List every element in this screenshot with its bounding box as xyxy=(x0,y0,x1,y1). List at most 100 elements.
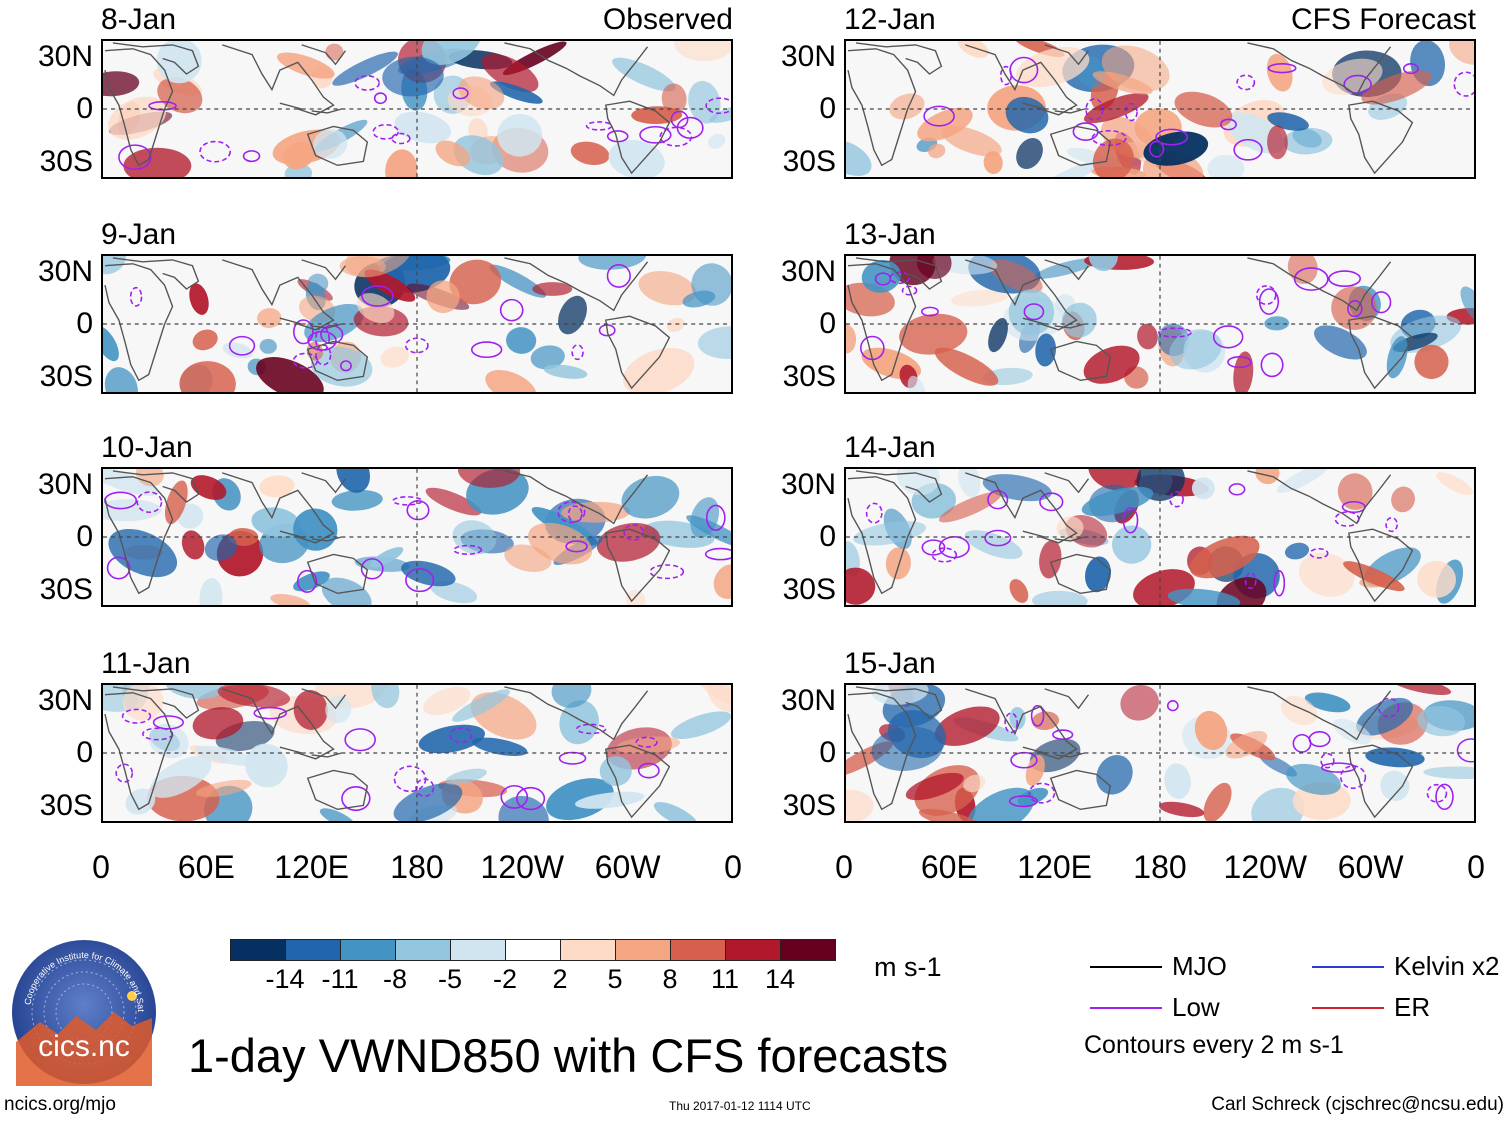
anomaly-blob xyxy=(179,361,236,392)
anomaly-blob xyxy=(697,326,731,359)
low-contour xyxy=(1385,516,1398,533)
anomaly-blob xyxy=(1417,705,1466,737)
anomaly-blob xyxy=(356,293,395,324)
anomaly-blob xyxy=(103,499,162,522)
legend-line-mjo xyxy=(1090,966,1162,968)
anomaly-blob xyxy=(104,367,138,392)
anomaly-blob xyxy=(1343,561,1405,592)
colorbar-label: 11 xyxy=(710,964,740,994)
low-contour xyxy=(1220,118,1237,131)
anomaly-blob xyxy=(853,521,926,546)
low-contour xyxy=(1255,285,1277,305)
anomaly-blob xyxy=(1391,486,1415,513)
anomaly-blob xyxy=(575,791,645,809)
longitude-tick-label: 0 xyxy=(92,849,110,885)
legend-line-low xyxy=(1090,1007,1162,1009)
anomaly-blob xyxy=(1233,351,1254,392)
low-contour xyxy=(1155,128,1189,146)
anomaly-blob xyxy=(425,487,482,516)
anomaly-blob xyxy=(1417,560,1456,598)
anomaly-blob xyxy=(983,151,1003,175)
map-svg xyxy=(846,256,1474,392)
anomaly-blob xyxy=(251,507,300,538)
low-contour xyxy=(670,110,689,129)
anomaly-field xyxy=(103,256,731,392)
anomaly-blob xyxy=(125,788,156,815)
low-contour xyxy=(1236,74,1256,91)
anomaly-blob xyxy=(380,346,409,368)
coastline xyxy=(605,744,671,819)
coastline xyxy=(306,553,369,595)
anomaly-blob xyxy=(1423,766,1474,779)
anomaly-blob xyxy=(612,57,676,92)
latitude-tick-label: 30N xyxy=(780,467,836,501)
low-contour xyxy=(637,762,660,779)
panel-date-label: 9-Jan xyxy=(101,218,177,251)
coastline xyxy=(279,102,342,114)
coastline xyxy=(112,257,200,290)
anomaly-blob xyxy=(401,560,456,587)
anomaly-blob xyxy=(195,745,256,766)
anomaly-blob xyxy=(707,133,726,149)
low-contour xyxy=(121,708,152,724)
anomaly-blob xyxy=(928,143,946,159)
anomaly-blob xyxy=(426,280,460,314)
low-contour xyxy=(315,326,330,352)
anomaly-blob xyxy=(371,685,400,709)
low-contour xyxy=(339,360,352,372)
low-contour xyxy=(1122,507,1139,534)
anomaly-blob xyxy=(934,706,1000,746)
low-contour xyxy=(228,335,256,356)
low-contour xyxy=(704,547,731,561)
latitude-tick-label: 30N xyxy=(780,254,836,288)
coastline xyxy=(855,257,943,290)
longitude-tick-label: 60E xyxy=(920,849,978,885)
low-contours xyxy=(129,263,631,372)
anomaly-blob xyxy=(1284,542,1310,560)
longitude-tick-label: 120E xyxy=(274,849,350,885)
anomaly-blob xyxy=(713,564,731,600)
anomaly-blob xyxy=(871,726,943,771)
latitude-tick-label: 0 xyxy=(819,92,836,125)
low-contour xyxy=(1320,752,1335,769)
anomaly-blob xyxy=(1120,685,1159,721)
coastline xyxy=(1348,315,1414,390)
latitude-tick-label: 30N xyxy=(37,254,93,288)
anomaly-blob xyxy=(1314,325,1367,360)
coastline xyxy=(504,470,649,525)
anomaly-blob xyxy=(846,541,860,576)
map-svg xyxy=(103,41,731,177)
coastlines xyxy=(847,470,1414,603)
coastline xyxy=(1044,44,1090,66)
anomaly-blob xyxy=(686,515,731,549)
low-contour xyxy=(499,298,524,322)
anomaly-blob xyxy=(653,802,698,821)
anomaly-blob xyxy=(458,76,505,110)
anomaly-blob xyxy=(332,51,398,86)
anomaly-blob xyxy=(1016,137,1043,170)
anomaly-blob xyxy=(259,475,295,498)
anomaly-blob xyxy=(1137,323,1158,350)
low-contour xyxy=(148,101,177,111)
low-contour xyxy=(931,547,958,563)
low-contour xyxy=(1371,291,1392,314)
anomaly-blob xyxy=(485,370,537,392)
coastline xyxy=(965,44,1078,116)
low-contour xyxy=(901,285,918,296)
coastline xyxy=(1044,472,1090,494)
low-contour xyxy=(341,786,371,812)
anomaly-blob xyxy=(1380,770,1410,801)
low-contour xyxy=(705,97,731,115)
anomaly-blob xyxy=(1081,486,1154,517)
low-contour xyxy=(361,285,394,307)
low-contour xyxy=(921,306,939,317)
anomaly-blob xyxy=(1216,577,1267,605)
coastline xyxy=(1022,317,1085,329)
panel-date-label: 11-Jan xyxy=(101,647,191,680)
low-contour xyxy=(106,556,131,580)
longitude-tick-label: 120W xyxy=(1223,849,1308,885)
footer-website[interactable]: ncics.org/mjo xyxy=(4,1094,116,1115)
anomaly-blob xyxy=(1088,469,1142,491)
panel-date-label: 14-Jan xyxy=(844,431,936,464)
low-contour xyxy=(393,765,427,793)
